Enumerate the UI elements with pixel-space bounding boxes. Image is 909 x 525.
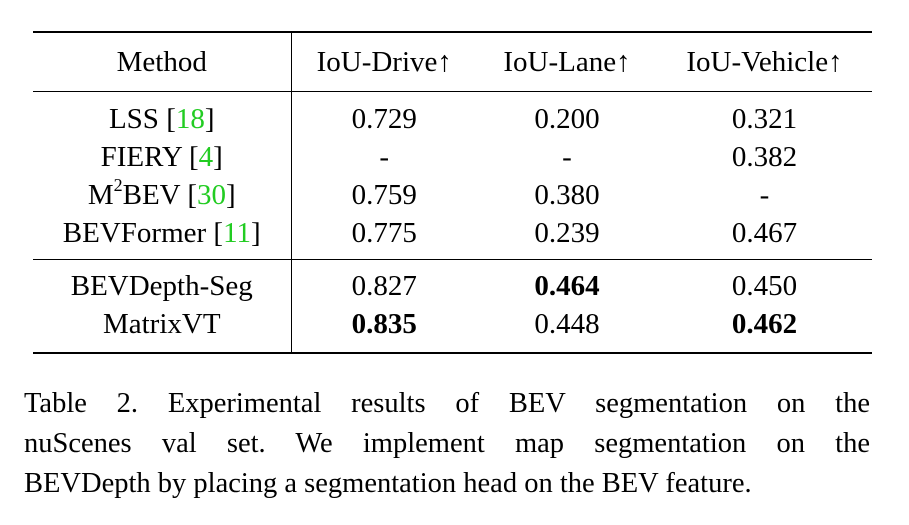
table-row: LSS [18] 0.729 0.200 0.321 (33, 91, 872, 138)
iou-lane-cell: 0.200 (534, 103, 600, 135)
citation-link[interactable]: 18 (175, 103, 205, 135)
iou-drive-cell: 0.827 (351, 270, 417, 302)
iou-drive-cell: - (379, 141, 390, 173)
results-table: Method IoU-Drive↑ IoU-Lane↑ IoU-Vehicle↑… (33, 31, 872, 354)
header-row: Method IoU-Drive↑ IoU-Lane↑ IoU-Vehicle↑ (33, 31, 872, 92)
iou-lane-cell: 0.380 (534, 179, 600, 211)
citation-link[interactable]: 4 (198, 141, 214, 173)
table-row: MatrixVT 0.835 0.448 0.462 (33, 305, 872, 354)
iou-vehicle-cell: 0.450 (731, 270, 798, 302)
method-cell: MatrixVT (33, 305, 292, 354)
method-cell: FIERY [4] (33, 138, 292, 176)
caption-line: nuScenes val set. We implement map segme… (24, 428, 870, 459)
table-row: M2BEV [30] 0.759 0.380 - (33, 176, 872, 214)
results-table-container: Method IoU-Drive↑ IoU-Lane↑ IoU-Vehicle↑… (33, 31, 872, 354)
table-row: FIERY [4] - - 0.382 (33, 138, 872, 176)
iou-vehicle-cell: 0.467 (657, 214, 872, 260)
caption-line: Table 2. Experimental results of BEV seg… (24, 388, 870, 419)
iou-vehicle-cell: 0.321 (731, 103, 798, 135)
iou-lane-cell: 0.464 (534, 270, 600, 302)
method-cell: LSS [18] (33, 91, 292, 138)
iou-lane-cell: - (562, 141, 572, 173)
iou-vehicle-cell: - (759, 179, 770, 211)
method-cell: BEVFormer [11] (33, 214, 292, 260)
iou-drive-cell: 0.775 (291, 214, 477, 260)
table-caption: Table 2. Experimental results of BEV seg… (24, 384, 870, 504)
header-iou-vehicle: IoU-Vehicle↑ (657, 31, 872, 92)
header-iou-lane: IoU-Lane↑ (477, 31, 657, 92)
method-cell: BEVDepth-Seg (33, 259, 292, 305)
iou-drive-cell: 0.759 (351, 179, 417, 211)
iou-drive-cell: 0.835 (291, 305, 477, 354)
iou-vehicle-cell: 0.382 (731, 141, 798, 173)
iou-lane-cell: 0.239 (477, 214, 657, 260)
iou-lane-cell: 0.448 (477, 305, 657, 354)
table-row: BEVFormer [11] 0.775 0.239 0.467 (33, 214, 872, 260)
citation-link[interactable]: 30 (197, 179, 226, 211)
method-cell: M2BEV [30] (33, 175, 292, 214)
iou-drive-cell: 0.729 (351, 103, 417, 135)
header-iou-drive: IoU-Drive↑ (291, 31, 477, 92)
iou-vehicle-cell: 0.462 (657, 305, 872, 354)
citation-link[interactable]: 11 (223, 217, 252, 249)
table-row: BEVDepth-Seg 0.827 0.464 0.450 (33, 259, 872, 305)
caption-line: BEVDepth by placing a segmentation head … (24, 468, 752, 499)
header-method: Method (33, 31, 292, 92)
superscript: 2 (113, 175, 123, 196)
